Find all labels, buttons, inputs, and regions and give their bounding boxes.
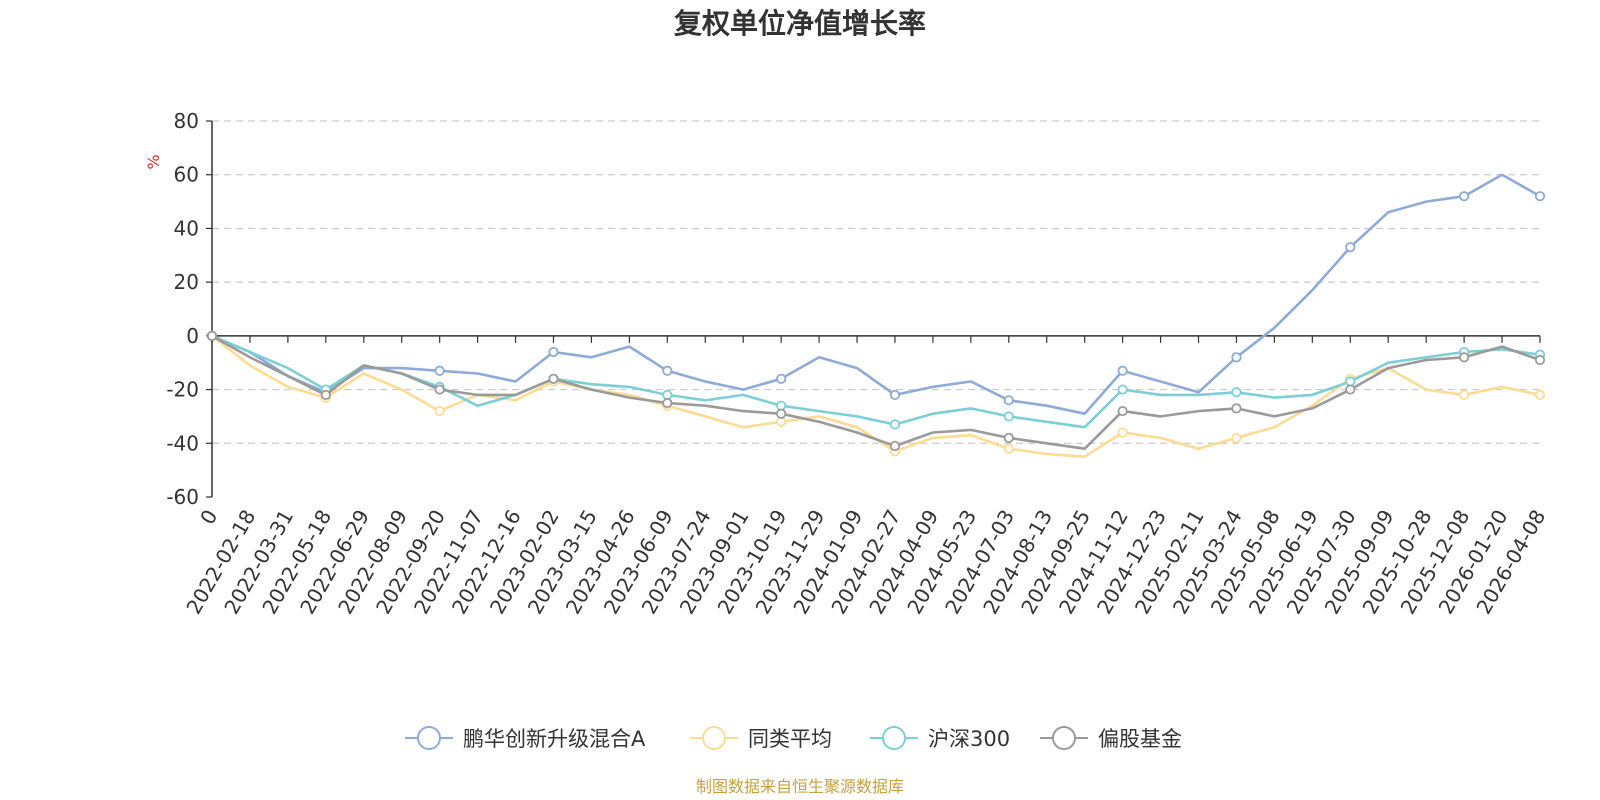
series-0-point-9 xyxy=(548,346,559,358)
series-0-point-15 xyxy=(776,373,787,384)
series-1-point-15 xyxy=(776,416,787,427)
axes: 806040200-20-40-6002022-02-182022-03-312… xyxy=(166,109,1550,618)
series-2-point-30 xyxy=(1345,376,1356,387)
series-1-point-6 xyxy=(434,405,445,417)
series-3-point-30 xyxy=(1345,384,1356,395)
series-3-point-6 xyxy=(434,384,445,395)
series-1-point-33 xyxy=(1459,389,1470,401)
y-tick-label-4: 0 xyxy=(186,324,199,348)
series-3-point-24 xyxy=(1117,405,1128,417)
series-0-point-27 xyxy=(1231,352,1242,363)
legend[interactable]: 鹏华创新升级混合A 同类平均 沪深300 偏股基金 xyxy=(405,726,1182,751)
y-tick-label-2: 40 xyxy=(174,216,199,240)
series-3-point-15 xyxy=(776,408,787,419)
series-0-point-33 xyxy=(1459,191,1470,202)
series-2-point-12 xyxy=(662,389,673,401)
series-3-point-35 xyxy=(1534,354,1546,366)
series-3-point-33 xyxy=(1459,352,1470,363)
grid-lines xyxy=(212,120,1540,444)
series-0-point-6 xyxy=(434,365,445,376)
series-1-point-24 xyxy=(1117,427,1128,438)
legend-label-2: 沪深300 xyxy=(928,727,1010,751)
y-tick-label-1: 60 xyxy=(174,163,199,187)
legend-label-1: 同类平均 xyxy=(748,727,832,751)
y-axis-unit-label: % xyxy=(144,154,163,169)
series-3-point-21 xyxy=(1003,432,1014,444)
series-3-point-0 xyxy=(206,330,218,341)
series-2-point-15 xyxy=(776,400,787,411)
y-tick-label-6: -40 xyxy=(166,431,199,455)
series-0-point-24 xyxy=(1117,365,1128,376)
legend-label-3: 偏股基金 xyxy=(1098,727,1182,751)
chart-title: 复权单位净值增长率 xyxy=(674,7,926,40)
series-1-point-27 xyxy=(1231,432,1242,444)
series-line-2 xyxy=(210,334,1542,429)
series-line-0 xyxy=(210,173,1542,416)
series-3-point-9 xyxy=(548,373,559,384)
y-tick-label-0: 80 xyxy=(174,109,199,133)
series-0-point-21 xyxy=(1003,395,1014,406)
x-tick-label-0: 0 xyxy=(195,506,222,529)
series-3-point-12 xyxy=(662,397,673,409)
legend-label-0: 鹏华创新升级混合A xyxy=(463,727,646,751)
legend-marker-3 xyxy=(1052,726,1076,750)
series-3-point-3 xyxy=(320,389,331,401)
legend-marker-1 xyxy=(702,726,726,750)
series-lines xyxy=(206,173,1546,459)
series-0-point-30 xyxy=(1345,242,1356,253)
series-1-point-21 xyxy=(1003,443,1014,454)
series-3-point-18 xyxy=(889,440,901,452)
series-0-point-35 xyxy=(1534,191,1546,202)
series-2-point-18 xyxy=(889,419,901,430)
series-line-3 xyxy=(210,334,1542,451)
y-tick-label-7: -60 xyxy=(166,485,199,509)
source-note: 制图数据来自恒生聚源数据库 xyxy=(696,777,904,796)
series-0-point-18 xyxy=(889,389,901,401)
series-2-point-24 xyxy=(1117,384,1128,395)
y-tick-label-3: 20 xyxy=(174,270,199,294)
series-3-point-27 xyxy=(1231,403,1242,414)
series-1-point-35 xyxy=(1534,389,1546,401)
series-2-point-27 xyxy=(1231,387,1242,398)
series-0-point-12 xyxy=(662,365,673,376)
y-tick-label-5: -20 xyxy=(166,378,199,402)
legend-marker-2 xyxy=(882,726,906,750)
legend-marker-0 xyxy=(417,726,441,750)
series-2-point-21 xyxy=(1003,411,1014,422)
